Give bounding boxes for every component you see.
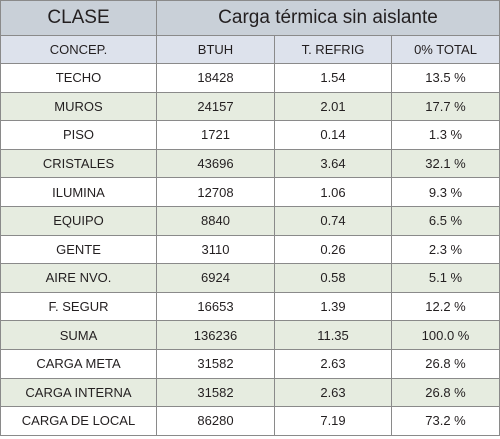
cell-refrig: 1.39 xyxy=(274,291,392,322)
table-row: TECHO 18428 1.54 13.5 % xyxy=(0,63,500,93)
cell-refrig: 0.58 xyxy=(274,263,392,293)
column-header-btuh: BTUH xyxy=(156,35,275,64)
cell-concep: CARGA INTERNA xyxy=(0,377,157,408)
cell-concep: CRISTALES xyxy=(0,148,157,179)
cell-btuh: 136236 xyxy=(156,320,275,350)
cell-btuh: 24157 xyxy=(156,91,275,122)
cell-refrig: 2.01 xyxy=(274,91,392,122)
cell-total: 73.2 % xyxy=(390,406,500,436)
cell-total: 2.3 % xyxy=(390,234,500,265)
table-body: TECHO 18428 1.54 13.5 % MUROS 24157 2.01… xyxy=(0,63,500,436)
cell-total: 5.1 % xyxy=(390,263,500,293)
table-row: GENTE 3110 0.26 2.3 % xyxy=(0,234,500,265)
cell-btuh: 12708 xyxy=(156,177,275,207)
cell-total: 6.5 % xyxy=(390,205,500,236)
cell-btuh: 18428 xyxy=(156,63,275,93)
cell-total: 26.8 % xyxy=(390,348,500,379)
cell-concep: MUROS xyxy=(0,91,157,122)
cell-btuh: 8840 xyxy=(156,205,275,236)
cell-btuh: 6924 xyxy=(156,263,275,293)
table-row: CARGA INTERNA 31582 2.63 26.8 % xyxy=(0,377,500,408)
cell-refrig: 11.35 xyxy=(274,320,392,350)
cell-concep: GENTE xyxy=(0,234,157,265)
cell-concep: SUMA xyxy=(0,320,157,350)
column-header-concep: CONCEP. xyxy=(0,35,157,64)
cell-total: 1.3 % xyxy=(390,120,500,150)
column-header-refrig: T. REFRIG xyxy=(274,35,392,64)
table-row: EQUIPO 8840 0.74 6.5 % xyxy=(0,205,500,236)
clase-header: CLASE xyxy=(0,0,157,36)
cell-refrig: 2.63 xyxy=(274,348,392,379)
cell-concep: TECHO xyxy=(0,63,157,93)
cell-refrig: 1.54 xyxy=(274,63,392,93)
table-row: CRISTALES 43696 3.64 32.1 % xyxy=(0,148,500,179)
cell-concep: AIRE NVO. xyxy=(0,263,157,293)
cell-concep: ILUMINA xyxy=(0,177,157,207)
cell-total: 9.3 % xyxy=(390,177,500,207)
cell-total: 100.0 % xyxy=(390,320,500,350)
cell-refrig: 0.14 xyxy=(274,120,392,150)
cell-concep: F. SEGUR xyxy=(0,291,157,322)
cell-btuh: 16653 xyxy=(156,291,275,322)
cell-btuh: 31582 xyxy=(156,348,275,379)
cell-total: 26.8 % xyxy=(390,377,500,408)
cell-refrig: 1.06 xyxy=(274,177,392,207)
cell-total: 17.7 % xyxy=(390,91,500,122)
cell-btuh: 3110 xyxy=(156,234,275,265)
table-title: Carga térmica sin aislante xyxy=(155,0,500,36)
cell-refrig: 0.74 xyxy=(274,205,392,236)
table-row: MUROS 24157 2.01 17.7 % xyxy=(0,91,500,122)
table-row: CARGA META 31582 2.63 26.8 % xyxy=(0,348,500,379)
table-row: AIRE NVO. 6924 0.58 5.1 % xyxy=(0,263,500,293)
cell-total: 12.2 % xyxy=(390,291,500,322)
cell-btuh: 43696 xyxy=(156,148,275,179)
cell-concep: CARGA META xyxy=(0,348,157,379)
cell-total: 13.5 % xyxy=(390,63,500,93)
cell-btuh: 31582 xyxy=(156,377,275,408)
cell-concep: CARGA DE LOCAL xyxy=(0,406,157,436)
table-row: F. SEGUR 16653 1.39 12.2 % xyxy=(0,291,500,322)
cell-concep: EQUIPO xyxy=(0,205,157,236)
cell-btuh: 86280 xyxy=(156,406,275,436)
cell-refrig: 0.26 xyxy=(274,234,392,265)
cell-btuh: 1721 xyxy=(156,120,275,150)
column-header-total: 0% TOTAL xyxy=(390,35,500,64)
title-row: CLASE Carga térmica sin aislante xyxy=(0,0,500,36)
table-row: CARGA DE LOCAL 86280 7.19 73.2 % xyxy=(0,406,500,436)
cell-total: 32.1 % xyxy=(390,148,500,179)
table-row: ILUMINA 12708 1.06 9.3 % xyxy=(0,177,500,207)
cell-concep: PISO xyxy=(0,120,157,150)
column-header-row: CONCEP. BTUH T. REFRIG 0% TOTAL xyxy=(0,35,500,64)
cell-refrig: 2.63 xyxy=(274,377,392,408)
cell-refrig: 7.19 xyxy=(274,406,392,436)
cell-refrig: 3.64 xyxy=(274,148,392,179)
table-row: PISO 1721 0.14 1.3 % xyxy=(0,120,500,150)
table-row: SUMA 136236 11.35 100.0 % xyxy=(0,320,500,350)
